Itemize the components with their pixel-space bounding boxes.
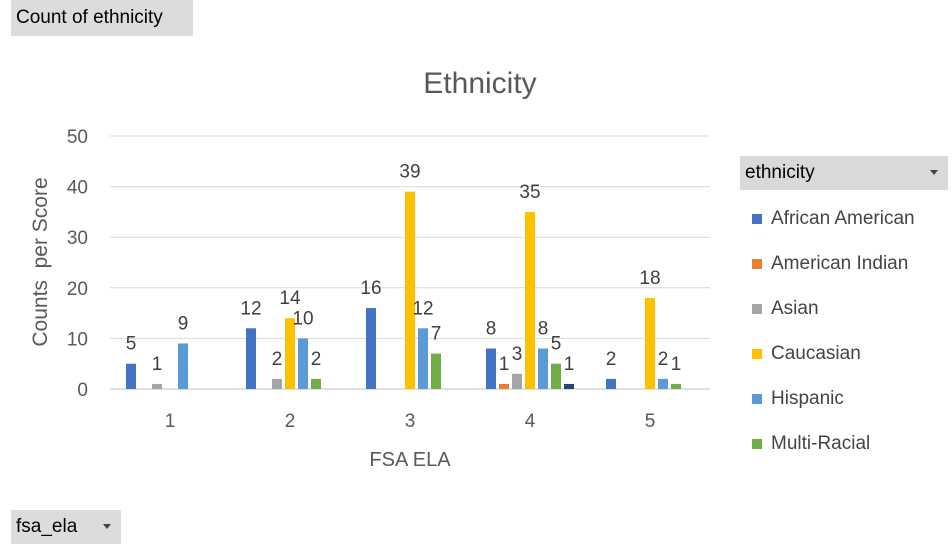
bar — [178, 343, 188, 389]
bar — [285, 318, 295, 389]
legend-item: Asian — [752, 286, 915, 331]
data-label: 35 — [519, 182, 540, 203]
x-tick-label: 3 — [405, 411, 416, 432]
values-field-button[interactable]: Count of ethnicity — [11, 0, 193, 36]
bar — [538, 348, 548, 389]
data-label: 1 — [671, 354, 682, 375]
y-tick-label: 30 — [67, 228, 88, 249]
dropdown-arrow-icon[interactable] — [103, 524, 111, 529]
data-label: 9 — [178, 313, 189, 334]
data-label: 1 — [152, 354, 163, 375]
data-label: 16 — [360, 278, 381, 299]
y-axis-ticks: 0 10 20 30 40 50 — [67, 127, 88, 401]
bar — [564, 383, 574, 389]
data-label: 12 — [412, 298, 433, 319]
bar — [645, 297, 655, 389]
bar — [486, 348, 496, 389]
bar — [152, 383, 162, 389]
x-axis-ticks: 1 2 3 4 5 — [165, 411, 656, 432]
legend-swatch — [752, 438, 762, 449]
data-label: 1 — [499, 354, 510, 375]
legend-item: African American — [752, 196, 915, 241]
data-label: 5 — [126, 334, 137, 355]
legend-item: American Indian — [752, 241, 915, 286]
data-label: 12 — [240, 298, 261, 319]
x-tick-label: 5 — [645, 411, 656, 432]
values-field-label: Count of ethnicity — [16, 7, 163, 28]
bar — [499, 383, 509, 389]
y-tick-label: 40 — [67, 178, 88, 199]
bar — [551, 363, 561, 389]
bar — [418, 328, 428, 389]
legend-item: Caucasian — [752, 331, 915, 376]
bar — [606, 378, 616, 389]
axis-field-button[interactable]: fsa_ela — [11, 510, 121, 544]
legend-label: African American — [771, 207, 915, 229]
data-label: 2 — [311, 349, 322, 370]
bar — [525, 211, 535, 389]
bar — [405, 191, 415, 389]
legend-swatch — [752, 213, 762, 224]
data-label: 1 — [564, 354, 575, 375]
y-axis-title: Counts per Score — [29, 177, 52, 346]
data-label: 10 — [292, 308, 313, 329]
legend-swatch — [752, 348, 762, 359]
data-label: 8 — [486, 319, 497, 340]
data-label: 2 — [606, 349, 617, 370]
legend-item: Multi-Racial — [752, 421, 915, 466]
bar — [311, 378, 321, 389]
y-tick-label: 20 — [67, 279, 88, 300]
legend: African American American Indian Asian Cauc… — [752, 196, 915, 466]
bar — [272, 378, 282, 389]
legend-label: Multi-Racial — [771, 432, 871, 454]
legend-label: Asian — [771, 297, 819, 319]
legend-label: Caucasian — [771, 342, 861, 364]
legend-item: Hispanic — [752, 376, 915, 421]
bar — [298, 338, 308, 389]
x-tick-label: 2 — [285, 411, 296, 432]
data-label: 8 — [538, 319, 549, 340]
y-tick-label: 10 — [67, 329, 88, 350]
x-tick-label: 4 — [525, 411, 536, 432]
y-tick-label: 50 — [67, 127, 88, 148]
data-label: 2 — [658, 349, 669, 370]
legend-field-label: ethnicity — [745, 162, 815, 183]
chart-title: Ethnicity — [423, 67, 536, 100]
bar — [512, 373, 522, 389]
bar — [366, 308, 376, 389]
data-label: 39 — [399, 162, 420, 183]
data-label: 2 — [272, 349, 283, 370]
data-label: 3 — [512, 344, 523, 365]
axis-field-label: fsa_ela — [16, 516, 78, 537]
data-label: 18 — [639, 268, 660, 289]
data-label: 5 — [551, 334, 562, 355]
bar — [671, 383, 681, 389]
bar — [246, 328, 256, 389]
y-tick-label: 0 — [77, 380, 88, 401]
bars — [126, 191, 681, 389]
x-tick-label: 1 — [165, 411, 176, 432]
legend-swatch — [752, 303, 762, 314]
dropdown-arrow-icon[interactable] — [930, 170, 938, 175]
legend-label: American Indian — [771, 252, 909, 274]
legend-swatch — [752, 258, 762, 269]
legend-field-button[interactable]: ethnicity — [740, 156, 948, 190]
x-axis-title: FSA ELA — [369, 449, 451, 471]
bar — [658, 378, 668, 389]
legend-swatch — [752, 393, 762, 404]
data-label: 7 — [431, 324, 442, 345]
legend-label: Hispanic — [771, 387, 844, 409]
bar — [126, 363, 136, 389]
bar — [431, 353, 441, 389]
data-label: 14 — [279, 288, 301, 309]
